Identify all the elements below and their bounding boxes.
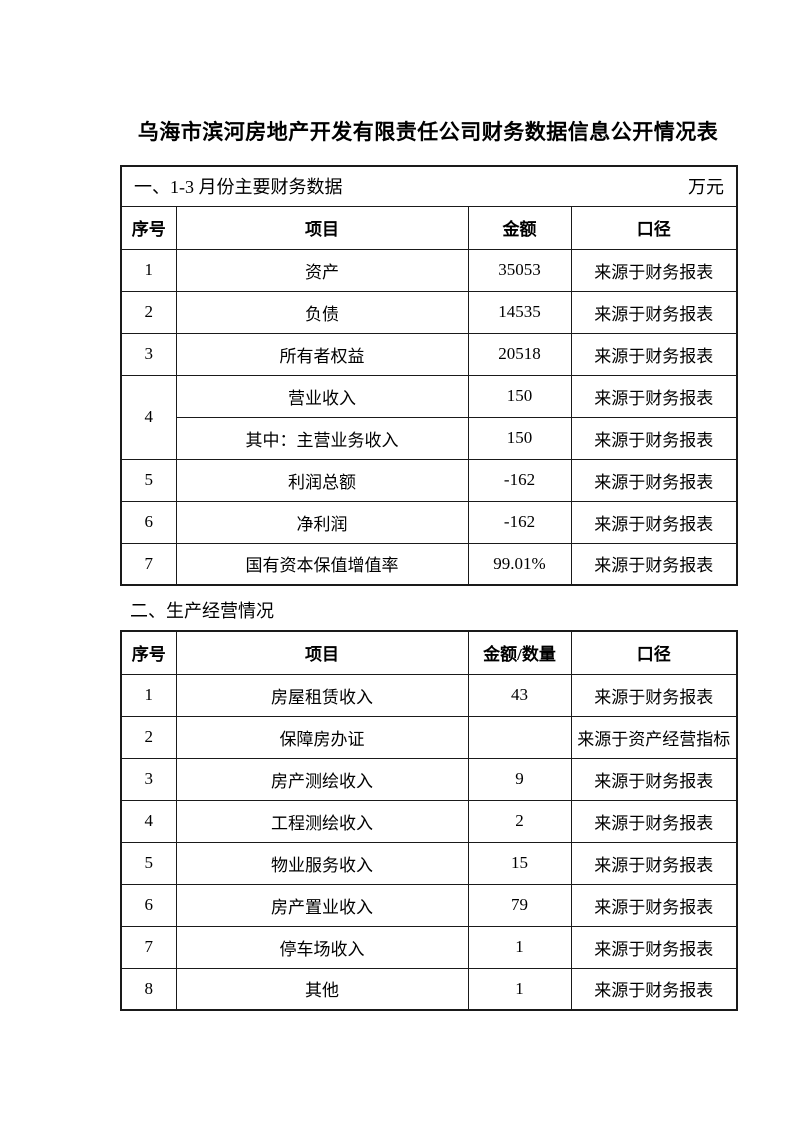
cell-amount: 2 xyxy=(467,799,572,843)
column-header-item: 项目 xyxy=(175,630,469,675)
cell-item: 所有者权益 xyxy=(175,332,469,376)
table-row: 8 其他 1 来源于财务报表 xyxy=(120,967,738,1011)
cell-item: 房产置业收入 xyxy=(175,883,469,927)
table-row: 2 保障房办证 来源于资产经营指标 xyxy=(120,715,738,759)
production-operation-table: 序号 项目 金额/数量 口径 1 房屋租赁收入 43 来源于财务报表 2 保障房… xyxy=(120,630,738,1011)
column-header-amount: 金额/数量 xyxy=(467,630,572,675)
cell-caliber: 来源于财务报表 xyxy=(570,332,738,376)
cell-amount: 150 xyxy=(467,374,572,418)
section1-unit-label: 万元 xyxy=(688,177,724,198)
cell-amount: 1 xyxy=(467,925,572,969)
cell-item: 房屋租赁收入 xyxy=(175,673,469,717)
cell-no: 3 xyxy=(120,332,177,376)
cell-amount: 1 xyxy=(467,967,572,1011)
column-header-no: 序号 xyxy=(120,205,177,250)
section2-heading: 二、生产经营情况 xyxy=(130,601,274,621)
cell-item: 其中：主营业务收入 xyxy=(175,416,469,460)
cell-no: 7 xyxy=(120,925,177,969)
cell-no: 6 xyxy=(120,883,177,927)
table-row: 其中：主营业务收入 150 来源于财务报表 xyxy=(121,416,738,460)
column-header-caliber: 口径 xyxy=(570,205,738,250)
cell-amount: -162 xyxy=(467,500,572,544)
cell-item: 停车场收入 xyxy=(175,925,469,969)
cell-item: 保障房办证 xyxy=(175,715,469,759)
cell-no: 4 xyxy=(120,374,177,460)
cell-item: 工程测绘收入 xyxy=(175,799,469,843)
cell-no: 6 xyxy=(120,500,177,544)
cell-item: 利润总额 xyxy=(175,458,469,502)
cell-caliber: 来源于财务报表 xyxy=(570,925,738,969)
cell-amount: 15 xyxy=(467,841,572,885)
section1-title-cell: 一、1-3 月份主要财务数据 万元 xyxy=(120,165,738,207)
table-row: 4 营业收入 150 来源于财务报表 xyxy=(120,374,738,460)
cell-caliber: 来源于财务报表 xyxy=(570,374,738,418)
table-row: 4 工程测绘收入 2 来源于财务报表 xyxy=(120,799,738,843)
cell-amount: 79 xyxy=(467,883,572,927)
cell-caliber: 来源于财务报表 xyxy=(570,458,738,502)
main-financial-data-table: 一、1-3 月份主要财务数据 万元 序号 项目 金额 口径 1 资产 35053… xyxy=(120,165,738,586)
column-header-item: 项目 xyxy=(175,205,469,250)
table-row: 3 所有者权益 20518 来源于财务报表 xyxy=(120,332,738,376)
cell-caliber: 来源于财务报表 xyxy=(570,799,738,843)
cell-amount xyxy=(467,715,572,759)
section1-heading: 一、1-3 月份主要财务数据 xyxy=(134,177,343,198)
cell-no: 1 xyxy=(120,673,177,717)
cell-caliber: 来源于财务报表 xyxy=(570,841,738,885)
table-row: 5 物业服务收入 15 来源于财务报表 xyxy=(120,841,738,885)
table-row: 6 房产置业收入 79 来源于财务报表 xyxy=(120,883,738,927)
cell-no: 5 xyxy=(120,458,177,502)
cell-amount: 150 xyxy=(467,416,572,460)
document-page: 乌海市滨河房地产开发有限责任公司财务数据信息公开情况表 一、1-3 月份主要财务… xyxy=(120,118,738,1011)
cell-caliber: 来源于财务报表 xyxy=(570,883,738,927)
table-row: 6 净利润 -162 来源于财务报表 xyxy=(120,500,738,544)
cell-caliber: 来源于财务报表 xyxy=(570,967,738,1011)
cell-item: 净利润 xyxy=(175,500,469,544)
table-row: 1 房屋租赁收入 43 来源于财务报表 xyxy=(120,673,738,717)
page-title: 乌海市滨河房地产开发有限责任公司财务数据信息公开情况表 xyxy=(137,121,719,144)
section1-header-row: 序号 项目 金额 口径 xyxy=(120,205,738,250)
cell-caliber: 来源于财务报表 xyxy=(570,416,738,460)
cell-no: 5 xyxy=(120,841,177,885)
cell-item: 房产测绘收入 xyxy=(175,757,469,801)
column-header-amount: 金额 xyxy=(467,205,572,250)
cell-caliber: 来源于财务报表 xyxy=(570,290,738,334)
cell-no: 2 xyxy=(120,290,177,334)
cell-item: 负债 xyxy=(175,290,469,334)
cell-caliber: 来源于财务报表 xyxy=(570,757,738,801)
cell-amount: 99.01% xyxy=(467,542,572,586)
table-row: 1 资产 35053 来源于财务报表 xyxy=(120,248,738,292)
cell-amount: 43 xyxy=(467,673,572,717)
cell-caliber: 来源于财务报表 xyxy=(570,542,738,586)
cell-item: 营业收入 xyxy=(175,374,469,418)
section2-header-row: 序号 项目 金额/数量 口径 xyxy=(120,630,738,675)
cell-item: 国有资本保值增值率 xyxy=(175,542,469,586)
column-header-no: 序号 xyxy=(120,630,177,675)
table-row: 7 国有资本保值增值率 99.01% 来源于财务报表 xyxy=(120,542,738,586)
section1-title-row: 一、1-3 月份主要财务数据 万元 xyxy=(120,165,738,207)
cell-amount: -162 xyxy=(467,458,572,502)
cell-no: 8 xyxy=(120,967,177,1011)
table-row: 2 负债 14535 来源于财务报表 xyxy=(120,290,738,334)
cell-item: 物业服务收入 xyxy=(175,841,469,885)
cell-no: 1 xyxy=(120,248,177,292)
cell-caliber: 来源于资产经营指标 xyxy=(570,715,738,759)
table-row: 5 利润总额 -162 来源于财务报表 xyxy=(120,458,738,502)
cell-amount: 14535 xyxy=(467,290,572,334)
cell-item: 资产 xyxy=(175,248,469,292)
cell-caliber: 来源于财务报表 xyxy=(570,673,738,717)
cell-no: 3 xyxy=(120,757,177,801)
column-header-caliber: 口径 xyxy=(570,630,738,675)
table-row: 3 房产测绘收入 9 来源于财务报表 xyxy=(120,757,738,801)
cell-no: 7 xyxy=(120,542,177,586)
cell-amount: 35053 xyxy=(467,248,572,292)
cell-caliber: 来源于财务报表 xyxy=(570,248,738,292)
cell-amount: 20518 xyxy=(467,332,572,376)
cell-item: 其他 xyxy=(175,967,469,1011)
cell-amount: 9 xyxy=(467,757,572,801)
cell-no: 4 xyxy=(120,799,177,843)
cell-caliber: 来源于财务报表 xyxy=(570,500,738,544)
table-row: 7 停车场收入 1 来源于财务报表 xyxy=(120,925,738,969)
cell-no: 2 xyxy=(120,715,177,759)
